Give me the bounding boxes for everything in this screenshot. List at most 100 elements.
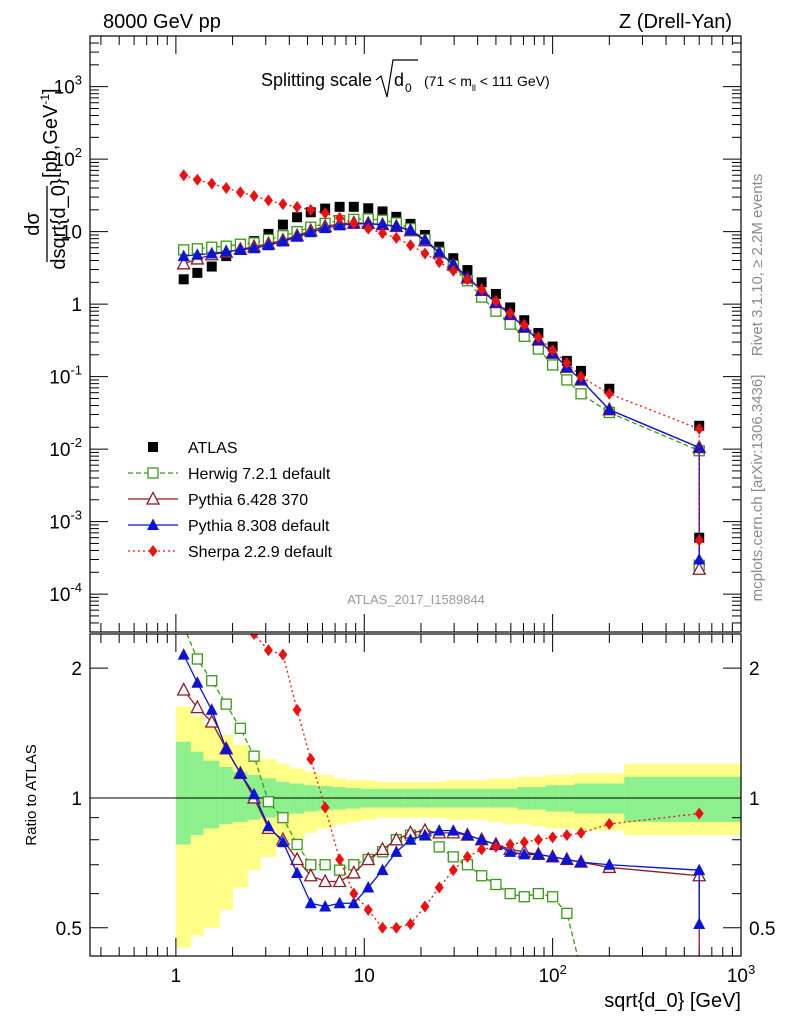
pythia8-point xyxy=(390,845,403,857)
sqrt-symbol xyxy=(375,59,418,98)
pythia8-point xyxy=(220,245,233,257)
pythia8-point xyxy=(532,847,545,860)
herwig-point xyxy=(433,841,445,853)
sherpa-point xyxy=(263,194,273,207)
pythia8-point xyxy=(234,243,247,255)
sherpa-point xyxy=(207,177,217,190)
ratio-y-label: Ratio to ATLAS xyxy=(23,744,40,845)
pythia6-point xyxy=(190,699,205,714)
data-point xyxy=(363,203,374,214)
pythia8-point xyxy=(404,833,417,845)
herwig-point xyxy=(504,318,516,330)
herwig-point xyxy=(191,653,203,665)
y-tick-base: 10 xyxy=(54,150,75,171)
y-tick-label: 1 xyxy=(71,295,82,316)
pythia6-point xyxy=(361,851,376,866)
legend-label-pythia8: Pythia 8.308 default xyxy=(188,518,330,535)
pythia8-point xyxy=(504,845,517,857)
herwig-point xyxy=(220,698,232,710)
data-point xyxy=(192,267,203,278)
y-tick-base: 10 xyxy=(49,513,70,534)
sherpa-point xyxy=(391,921,401,934)
sherpa-point xyxy=(179,169,189,182)
y-tick-base: 10 xyxy=(49,368,70,389)
band-inner xyxy=(574,783,625,814)
x-tick-base: 10 xyxy=(727,966,748,987)
sherpa-point xyxy=(306,753,316,766)
sherpa-point xyxy=(448,264,458,277)
band-inner xyxy=(203,760,220,829)
sherpa-point xyxy=(519,836,529,849)
pythia8-point xyxy=(418,828,431,841)
pythia8-point xyxy=(693,917,706,930)
sherpa-point xyxy=(477,843,487,856)
pythia6-point xyxy=(346,865,361,879)
main-plot-area xyxy=(90,36,741,632)
rivet-label: Rivet 3.1.10, ≥ 2.2M events xyxy=(749,174,766,357)
band-inner xyxy=(232,771,249,822)
pythia8-point xyxy=(376,218,389,230)
herwig-point xyxy=(575,388,587,400)
legend-label-sherpa: Sherpa 2.2.9 default xyxy=(188,544,333,561)
pythia8-point xyxy=(304,896,317,909)
sherpa-point xyxy=(533,833,543,846)
main-frame xyxy=(89,35,742,633)
ratio-y-tick-label: 1 xyxy=(749,789,760,810)
pythia6-point xyxy=(389,831,404,846)
sherpa-point xyxy=(694,422,704,435)
pythia8-point xyxy=(475,833,488,845)
sherpa-point xyxy=(420,247,430,260)
pythia6-point xyxy=(375,841,390,855)
x-tick-label: 10 xyxy=(354,966,375,987)
herwig-point xyxy=(277,812,289,824)
sherpa-point xyxy=(491,840,501,853)
herwig-point xyxy=(262,796,275,808)
pythia8-point xyxy=(205,703,218,715)
band-inner xyxy=(219,766,234,825)
ratio-y-tick-label: 1 xyxy=(71,789,82,810)
pythia8-point xyxy=(433,245,446,258)
pythia6-point xyxy=(290,851,305,866)
mcplots-label: mcplots.cern.ch [arXiv:1306.3436] xyxy=(749,375,766,602)
herwig-point xyxy=(234,722,247,735)
pythia6-point xyxy=(176,682,191,696)
band-inner xyxy=(190,751,204,836)
band-inner xyxy=(175,741,192,845)
pythia6-point xyxy=(303,867,318,882)
sherpa-point xyxy=(694,807,704,820)
ratio-uncertainty-bands xyxy=(175,706,741,948)
herwig-point xyxy=(319,859,331,871)
herwig-point xyxy=(490,878,502,891)
plot-title-main: Splitting scale xyxy=(261,70,372,90)
pythia8-point xyxy=(418,233,431,245)
header-left: 8000 GeV pp xyxy=(103,11,221,33)
pythia8-point xyxy=(693,863,706,876)
plot-title-root-sub: 0 xyxy=(405,81,412,95)
sherpa-point xyxy=(406,918,416,931)
sherpa-point xyxy=(378,227,388,240)
pythia6-point xyxy=(204,714,219,728)
sherpa-point xyxy=(249,634,259,640)
legend-marker-sherpa xyxy=(148,545,158,557)
data-point xyxy=(348,201,359,212)
pythia8-point xyxy=(347,896,360,909)
legend-marker-pythia8 xyxy=(147,518,159,530)
pythia8-point xyxy=(376,863,389,876)
pythia8-point xyxy=(177,648,190,660)
sherpa-point xyxy=(320,801,330,814)
herwig-point xyxy=(561,907,573,919)
y-tick-exp: -3 xyxy=(70,508,82,523)
legend-label-pythia6: Pythia 6.428 370 xyxy=(188,492,308,509)
sherpa-point xyxy=(292,200,302,213)
data-point xyxy=(391,211,402,222)
pythia8-point xyxy=(575,855,588,868)
sherpa-point xyxy=(391,231,401,244)
sherpa-point xyxy=(694,534,704,547)
band-inner xyxy=(624,776,741,822)
sherpa-point xyxy=(562,829,572,842)
pythia8-point xyxy=(248,787,261,800)
y-label-unit: [pb,GeV-1] xyxy=(38,88,62,178)
y-tick-base: 10 xyxy=(49,440,70,461)
